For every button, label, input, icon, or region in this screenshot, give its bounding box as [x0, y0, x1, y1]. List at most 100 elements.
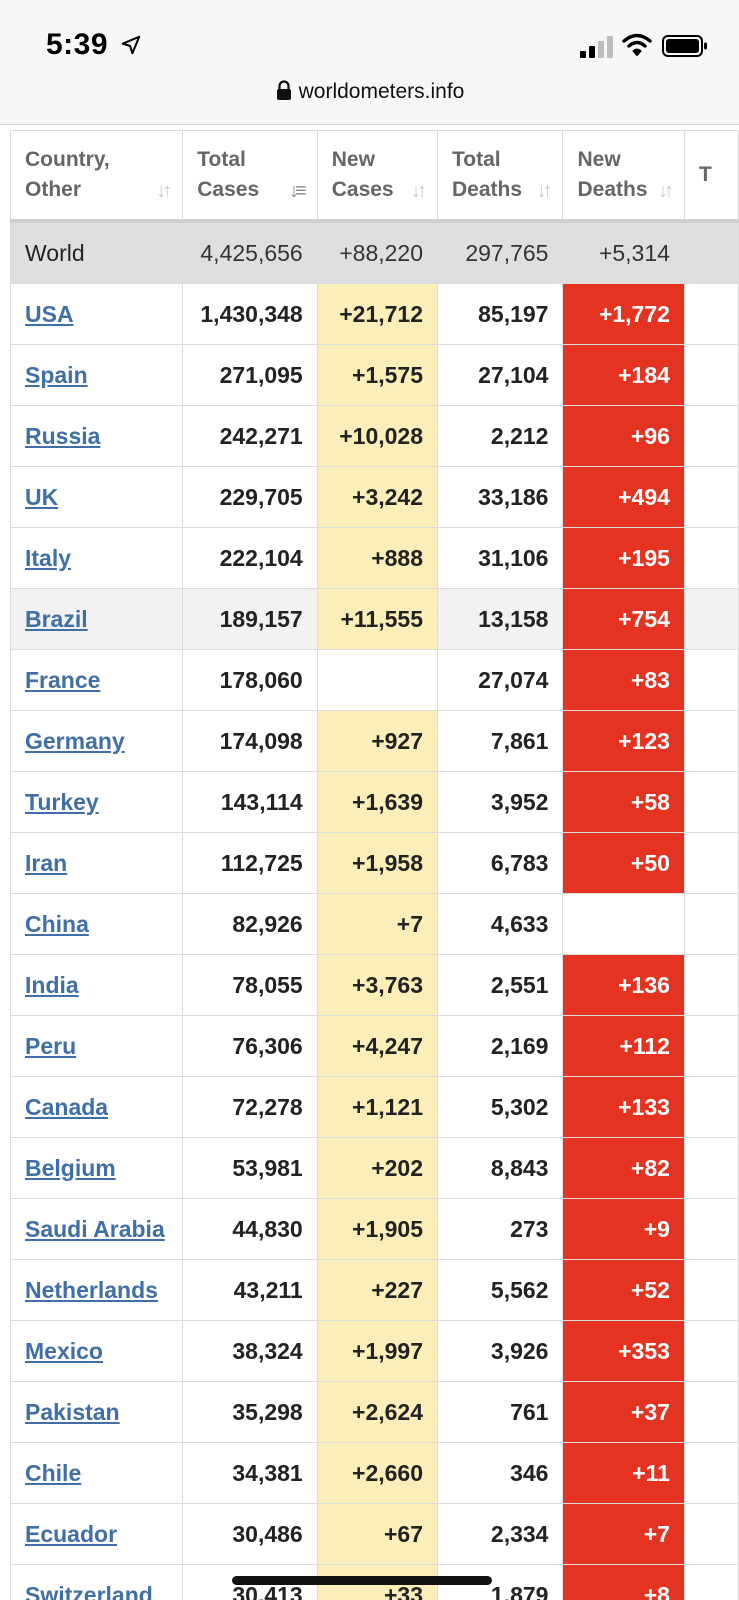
- battery-icon: [662, 35, 707, 57]
- total-deaths-cell: 2,551: [437, 954, 564, 1016]
- table-row: Netherlands 43,211 +227 5,562 +52: [10, 1259, 739, 1321]
- new-cases-cell: +1,575: [316, 344, 439, 406]
- table-row: India 78,055 +3,763 2,551 +136: [10, 954, 739, 1016]
- new-cases-cell: +927: [316, 710, 439, 772]
- world-new-cases: +88,220: [316, 220, 439, 284]
- total-deaths-cell: 2,212: [437, 405, 564, 467]
- country-link[interactable]: Mexico: [25, 1337, 103, 1364]
- total-deaths-cell: 761: [437, 1381, 564, 1443]
- table-row: UK 229,705 +3,242 33,186 +494: [10, 466, 739, 528]
- cellular-signal-icon: [580, 36, 613, 58]
- country-cell: Spain: [10, 344, 184, 406]
- overflow-cell: [683, 1503, 739, 1565]
- new-cases-cell: +1,639: [316, 771, 439, 833]
- home-indicator[interactable]: [232, 1576, 492, 1585]
- country-link[interactable]: Iran: [25, 849, 68, 876]
- coronavirus-table-container[interactable]: Country, Other ↓↑ Total Cases ↓≡ New Cases…: [10, 130, 739, 1600]
- new-deaths-cell: [562, 893, 685, 955]
- overflow-cell: [683, 1259, 739, 1321]
- new-deaths-cell: +184: [562, 344, 685, 406]
- header-total-deaths[interactable]: Total Deaths ↓↑: [437, 130, 564, 223]
- total-cases-cell: 34,381: [182, 1442, 318, 1504]
- header-total-recovered[interactable]: T: [683, 130, 739, 223]
- country-link[interactable]: China: [25, 910, 89, 937]
- country-link[interactable]: India: [25, 971, 79, 998]
- country-link[interactable]: Ecuador: [25, 1520, 118, 1547]
- country-link[interactable]: Belgium: [25, 1154, 116, 1181]
- new-deaths-cell: +494: [562, 466, 685, 528]
- country-link[interactable]: Canada: [25, 1093, 109, 1120]
- overflow-cell: [683, 893, 739, 955]
- world-total-cases: 4,425,656: [182, 220, 318, 284]
- country-link[interactable]: Saudi Arabia: [25, 1215, 165, 1242]
- header-new-deaths[interactable]: New Deaths ↓↑: [562, 130, 685, 223]
- overflow-cell: [683, 710, 739, 772]
- country-cell: India: [10, 954, 184, 1016]
- new-deaths-cell: +37: [562, 1381, 685, 1443]
- country-link[interactable]: USA: [25, 300, 74, 327]
- country-cell: Russia: [10, 405, 184, 467]
- table-row: Spain 271,095 +1,575 27,104 +184: [10, 344, 739, 406]
- new-cases-cell: +888: [316, 527, 439, 589]
- country-cell: Peru: [10, 1015, 184, 1077]
- new-cases-cell: +2,660: [316, 1442, 439, 1504]
- total-cases-cell: 271,095: [182, 344, 318, 406]
- total-deaths-cell: 31,106: [437, 527, 564, 589]
- new-deaths-cell: +136: [562, 954, 685, 1016]
- table-row: USA 1,430,348 +21,712 85,197 +1,772: [10, 283, 739, 345]
- new-cases-cell: +11,555: [316, 588, 439, 650]
- new-deaths-cell: +58: [562, 771, 685, 833]
- country-link[interactable]: Pakistan: [25, 1398, 120, 1425]
- total-cases-cell: 174,098: [182, 710, 318, 772]
- country-link[interactable]: Spain: [25, 361, 88, 388]
- header-new-cases[interactable]: New Cases ↓↑: [316, 130, 439, 223]
- total-cases-cell: 222,104: [182, 527, 318, 589]
- table-row: Turkey 143,114 +1,639 3,952 +58: [10, 771, 739, 833]
- total-cases-cell: 189,157: [182, 588, 318, 650]
- country-link[interactable]: Germany: [25, 727, 125, 754]
- table-row: Brazil 189,157 +11,555 13,158 +754: [10, 588, 739, 650]
- country-link[interactable]: Peru: [25, 1032, 77, 1059]
- country-link[interactable]: Chile: [25, 1459, 82, 1486]
- address-bar[interactable]: worldometers.info: [0, 80, 739, 104]
- country-link[interactable]: France: [25, 666, 101, 693]
- table-header-row: Country, Other ↓↑ Total Cases ↓≡ New Cases…: [10, 130, 739, 223]
- new-cases-cell: [316, 649, 439, 711]
- lock-icon: [276, 80, 291, 100]
- country-link[interactable]: Italy: [25, 544, 72, 571]
- overflow-cell: [683, 1015, 739, 1077]
- country-link[interactable]: Russia: [25, 422, 101, 449]
- total-cases-cell: 76,306: [182, 1015, 318, 1077]
- table-row: France 178,060 27,074 +83: [10, 649, 739, 711]
- country-link[interactable]: Netherlands: [25, 1276, 158, 1303]
- country-cell: France: [10, 649, 184, 711]
- country-link[interactable]: Turkey: [25, 788, 99, 815]
- header-country[interactable]: Country, Other ↓↑: [10, 130, 184, 223]
- total-cases-cell: 1,430,348: [182, 283, 318, 345]
- overflow-cell: [683, 1381, 739, 1443]
- country-link[interactable]: Switzerland: [25, 1581, 153, 1600]
- new-deaths-cell: +11: [562, 1442, 685, 1504]
- overflow-cell: [683, 588, 739, 650]
- new-cases-cell: +4,247: [316, 1015, 439, 1077]
- total-deaths-cell: 273: [437, 1198, 564, 1260]
- country-cell: Germany: [10, 710, 184, 772]
- country-cell: USA: [10, 283, 184, 345]
- table-row: Canada 72,278 +1,121 5,302 +133: [10, 1076, 739, 1138]
- new-deaths-cell: +50: [562, 832, 685, 894]
- total-deaths-cell: 2,169: [437, 1015, 564, 1077]
- world-overflow-cell: [683, 220, 739, 284]
- overflow-cell: [683, 649, 739, 711]
- table-row: Pakistan 35,298 +2,624 761 +37: [10, 1381, 739, 1443]
- sort-icon: ↓↑: [156, 180, 172, 202]
- overflow-cell: [683, 832, 739, 894]
- new-cases-cell: +3,763: [316, 954, 439, 1016]
- total-deaths-cell: 2,334: [437, 1503, 564, 1565]
- table-row: Ecuador 30,486 +67 2,334 +7: [10, 1503, 739, 1565]
- header-total-cases[interactable]: Total Cases ↓≡: [182, 130, 318, 223]
- table-row: Italy 222,104 +888 31,106 +195: [10, 527, 739, 589]
- table-row: Peru 76,306 +4,247 2,169 +112: [10, 1015, 739, 1077]
- country-link[interactable]: UK: [25, 483, 59, 510]
- new-deaths-cell: +96: [562, 405, 685, 467]
- country-link[interactable]: Brazil: [25, 605, 88, 632]
